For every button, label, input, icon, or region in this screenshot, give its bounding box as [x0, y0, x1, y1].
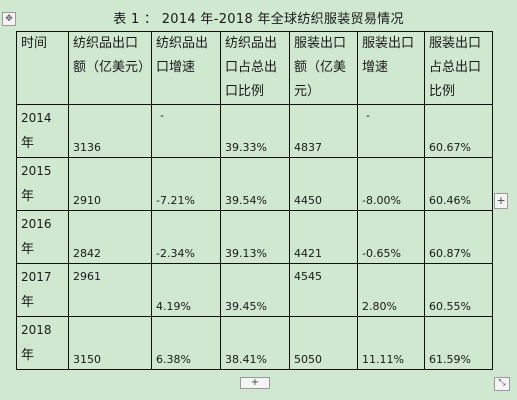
- cell-value: 38.41%: [225, 353, 267, 366]
- cell-value: -: [366, 109, 370, 122]
- cell-value: 11.11%: [362, 353, 404, 366]
- cell-value: 4.19%: [156, 300, 191, 313]
- textile-share-cell[interactable]: 39.45%: [220, 263, 290, 317]
- cell-value: 60.55%: [429, 300, 471, 313]
- apparel-share-cell[interactable]: 60.87%: [424, 210, 493, 264]
- textile-export-cell[interactable]: 2842: [68, 210, 152, 264]
- cell-value: 60.67%: [429, 141, 471, 154]
- cell-value: -: [160, 109, 164, 122]
- cell-value: 3136: [73, 141, 101, 154]
- add-row-button[interactable]: +: [240, 377, 270, 389]
- cell-value: -0.65%: [362, 247, 401, 260]
- textile-export-cell[interactable]: 2961: [68, 263, 152, 317]
- apparel-export-cell[interactable]: 5050: [289, 316, 358, 370]
- cell-value: 61.59%: [429, 353, 471, 366]
- cell-value: 39.33%: [225, 141, 267, 154]
- apparel-share-cell[interactable]: 60.46%: [424, 157, 493, 211]
- table-move-handle-icon[interactable]: ✥: [2, 12, 16, 26]
- cell-value: 60.87%: [429, 247, 471, 260]
- table-row: 2014 年 3136 - 39.33% 4837 - 60.67%: [16, 104, 493, 158]
- year-suffix: 年: [21, 189, 35, 204]
- cell-value: 2961: [73, 270, 101, 283]
- cell-value: -8.00%: [362, 194, 401, 207]
- apparel-export-cell[interactable]: 4421: [289, 210, 358, 264]
- year-suffix: 年: [21, 348, 35, 363]
- apparel-export-cell[interactable]: 4450: [289, 157, 358, 211]
- textile-export-cell[interactable]: 3150: [68, 316, 152, 370]
- cell-value: -2.34%: [156, 247, 195, 260]
- cell-value: 3150: [73, 353, 101, 366]
- year-suffix: 年: [21, 136, 35, 151]
- textile-share-cell[interactable]: 39.54%: [220, 157, 290, 211]
- textile-share-cell[interactable]: 38.41%: [220, 316, 290, 370]
- year-value: 2018: [21, 323, 52, 337]
- cell-value: 60.46%: [429, 194, 471, 207]
- header-cell-apparel-export[interactable]: 服装出口额（亿美元）: [289, 31, 358, 105]
- cell-value: 2910: [73, 194, 101, 207]
- textile-growth-cell[interactable]: -: [151, 104, 221, 158]
- apparel-growth-cell[interactable]: 11.11%: [357, 316, 425, 370]
- header-cell-textile-export[interactable]: 纺织品出口额（亿美元）: [68, 31, 152, 105]
- textile-growth-cell[interactable]: -2.34%: [151, 210, 221, 264]
- cell-value: -7.21%: [156, 194, 195, 207]
- textile-share-cell[interactable]: 39.13%: [220, 210, 290, 264]
- cell-value: 2.80%: [362, 300, 397, 313]
- textile-share-cell[interactable]: 39.33%: [220, 104, 290, 158]
- cell-value: 39.13%: [225, 247, 267, 260]
- apparel-growth-cell[interactable]: -: [357, 104, 425, 158]
- year-value: 2014: [21, 111, 52, 125]
- year-cell[interactable]: 2014 年: [16, 104, 69, 158]
- apparel-export-cell[interactable]: 4545: [289, 263, 358, 317]
- year-value: 2015: [21, 164, 52, 178]
- apparel-export-cell[interactable]: 4837: [289, 104, 358, 158]
- trade-table: 时间 纺织品出口额（亿美元） 纺织品出口增速 纺织品出口占总出口比例 服装出口额…: [16, 31, 493, 370]
- year-cell[interactable]: 2015 年: [16, 157, 69, 211]
- table-row: 2015 年 2910 -7.21% 39.54% 4450 -8.00% 60.…: [16, 157, 493, 211]
- year-cell[interactable]: 2016 年: [16, 210, 69, 264]
- header-cell-textile-growth[interactable]: 纺织品出口增速: [151, 31, 221, 105]
- cell-value: 6.38%: [156, 353, 191, 366]
- cell-value: 4450: [294, 194, 322, 207]
- cell-value: 39.45%: [225, 300, 267, 313]
- table-row: 2017 年 2961 4.19% 39.45% 4545 2.80% 60.55…: [16, 263, 493, 317]
- apparel-share-cell[interactable]: 61.59%: [424, 316, 493, 370]
- year-suffix: 年: [21, 295, 35, 310]
- year-value: 2017: [21, 270, 52, 284]
- header-cell-apparel-growth[interactable]: 服装出口增速: [357, 31, 425, 105]
- header-cell-year[interactable]: 时间: [16, 31, 69, 105]
- textile-export-cell[interactable]: 3136: [68, 104, 152, 158]
- apparel-growth-cell[interactable]: 2.80%: [357, 263, 425, 317]
- header-cell-textile-share[interactable]: 纺织品出口占总出口比例: [220, 31, 290, 105]
- year-value: 2016: [21, 217, 52, 231]
- cell-value: 5050: [294, 353, 322, 366]
- apparel-share-cell[interactable]: 60.67%: [424, 104, 493, 158]
- textile-growth-cell[interactable]: -7.21%: [151, 157, 221, 211]
- year-suffix: 年: [21, 242, 35, 257]
- cell-value: 2842: [73, 247, 101, 260]
- table-caption: 表 1 ： 2014 年-2018 年全球纺织服装贸易情况: [113, 12, 404, 27]
- textile-growth-cell[interactable]: 6.38%: [151, 316, 221, 370]
- year-cell[interactable]: 2017 年: [16, 263, 69, 317]
- cell-value: 39.54%: [225, 194, 267, 207]
- table-resize-icon[interactable]: ⤡: [494, 377, 510, 391]
- cell-value: 4421: [294, 247, 322, 260]
- header-row: 时间 纺织品出口额（亿美元） 纺织品出口增速 纺织品出口占总出口比例 服装出口额…: [16, 31, 493, 105]
- table-row: 2016 年 2842 -2.34% 39.13% 4421 -0.65% 60.…: [16, 210, 493, 264]
- apparel-share-cell[interactable]: 60.55%: [424, 263, 493, 317]
- add-column-button[interactable]: +: [494, 193, 508, 209]
- table-row: 2018 年 3150 6.38% 38.41% 5050 11.11% 61.5…: [16, 316, 493, 370]
- apparel-growth-cell[interactable]: -8.00%: [357, 157, 425, 211]
- apparel-growth-cell[interactable]: -0.65%: [357, 210, 425, 264]
- year-cell[interactable]: 2018 年: [16, 316, 69, 370]
- cell-value: 4837: [294, 141, 322, 154]
- textile-export-cell[interactable]: 2910: [68, 157, 152, 211]
- textile-growth-cell[interactable]: 4.19%: [151, 263, 221, 317]
- cell-value: 4545: [294, 270, 322, 283]
- header-cell-apparel-share[interactable]: 服装出口占总出口比例: [424, 31, 493, 105]
